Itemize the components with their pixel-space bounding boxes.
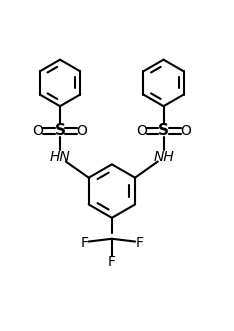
Text: O: O <box>33 123 43 138</box>
Text: O: O <box>180 123 191 138</box>
Text: F: F <box>135 236 143 251</box>
Text: F: F <box>108 255 116 269</box>
Text: O: O <box>136 123 147 138</box>
Text: NH: NH <box>153 150 174 165</box>
Text: O: O <box>77 123 88 138</box>
Text: S: S <box>55 123 66 138</box>
Text: HN: HN <box>50 150 70 165</box>
Text: F: F <box>80 236 88 251</box>
Text: S: S <box>158 123 169 138</box>
